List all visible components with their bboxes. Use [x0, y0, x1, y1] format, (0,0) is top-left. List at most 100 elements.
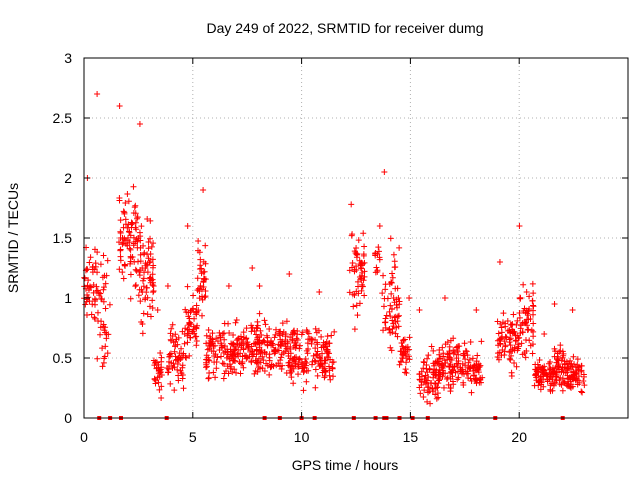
data-point	[271, 334, 278, 341]
data-point	[235, 346, 242, 353]
data-point	[120, 275, 127, 282]
data-point	[312, 336, 319, 343]
data-point	[209, 330, 216, 337]
data-point	[386, 326, 393, 333]
data-point	[190, 305, 197, 312]
data-point	[302, 355, 309, 362]
data-point	[526, 293, 533, 300]
data-point	[557, 342, 564, 349]
data-point	[462, 347, 469, 354]
data-point	[290, 330, 297, 337]
data-point	[467, 338, 474, 345]
data-point	[475, 369, 482, 376]
data-point	[512, 338, 519, 345]
data-point	[309, 361, 316, 368]
data-point	[168, 325, 175, 332]
data-point	[136, 121, 143, 127]
data-point	[134, 214, 141, 221]
data-point	[244, 344, 251, 351]
data-point	[395, 312, 402, 319]
data-point	[356, 300, 363, 307]
x-axis-label: GPS time / hours	[292, 457, 399, 473]
data-point	[455, 351, 462, 358]
data-point	[84, 292, 91, 299]
data-point	[99, 345, 106, 352]
data-point	[422, 372, 429, 379]
data-point	[353, 244, 360, 251]
x-tick-label: 20	[511, 429, 527, 445]
data-point	[353, 302, 360, 309]
data-point	[300, 387, 307, 394]
data-point	[421, 387, 428, 394]
data-point	[553, 359, 560, 366]
data-point	[205, 374, 212, 381]
data-point	[247, 348, 254, 355]
data-point	[320, 339, 327, 346]
data-point	[458, 366, 465, 373]
data-point	[496, 259, 503, 265]
data-point	[513, 363, 520, 370]
data-point	[286, 363, 293, 370]
data-point	[578, 388, 585, 395]
data-point	[386, 281, 393, 288]
data-point	[240, 346, 247, 353]
data-point	[234, 335, 241, 342]
data-point	[331, 328, 338, 335]
data-point	[122, 221, 129, 228]
data-point	[523, 289, 530, 296]
data-point	[530, 302, 537, 309]
data-point	[388, 290, 395, 297]
data-point	[436, 355, 443, 362]
data-point	[417, 376, 424, 383]
data-point	[81, 275, 88, 282]
data-point	[330, 359, 337, 366]
data-point	[296, 356, 303, 363]
data-point	[529, 280, 536, 287]
data-point	[530, 320, 537, 327]
data-point	[100, 252, 107, 259]
data-point	[555, 363, 562, 370]
y-tick-label: 0	[64, 410, 72, 426]
data-point	[387, 235, 394, 242]
data-point	[266, 354, 273, 361]
data-point	[375, 244, 382, 251]
data-point	[580, 371, 587, 378]
data-point	[156, 386, 163, 393]
data-point	[569, 363, 576, 370]
data-point	[181, 340, 188, 347]
data-point	[560, 379, 567, 386]
data-point	[354, 312, 361, 319]
data-point	[478, 338, 485, 345]
data-point	[175, 334, 182, 341]
data-point	[158, 395, 165, 402]
data-point	[361, 292, 368, 299]
data-point	[445, 381, 452, 388]
data-point	[454, 348, 461, 355]
data-point	[101, 272, 108, 279]
data-point	[94, 287, 101, 294]
data-point	[233, 369, 240, 376]
data-point	[379, 290, 386, 297]
data-point	[509, 321, 516, 328]
data-point	[101, 327, 108, 334]
data-point	[358, 265, 365, 272]
data-point	[149, 256, 156, 263]
data-point	[124, 224, 131, 231]
data-point	[354, 278, 361, 285]
data-point	[221, 336, 228, 343]
data-point	[143, 289, 150, 296]
data-point	[226, 361, 233, 368]
data-point	[151, 362, 158, 369]
data-point	[178, 345, 185, 352]
data-point	[231, 357, 237, 364]
data-point	[86, 298, 93, 305]
data-point	[317, 357, 324, 364]
data-point	[220, 375, 227, 382]
data-point	[152, 359, 159, 366]
data-point	[559, 375, 566, 382]
data-point	[227, 348, 234, 355]
data-point	[361, 268, 368, 275]
data-point	[305, 330, 312, 337]
data-point	[254, 368, 261, 375]
data-point	[305, 346, 312, 353]
